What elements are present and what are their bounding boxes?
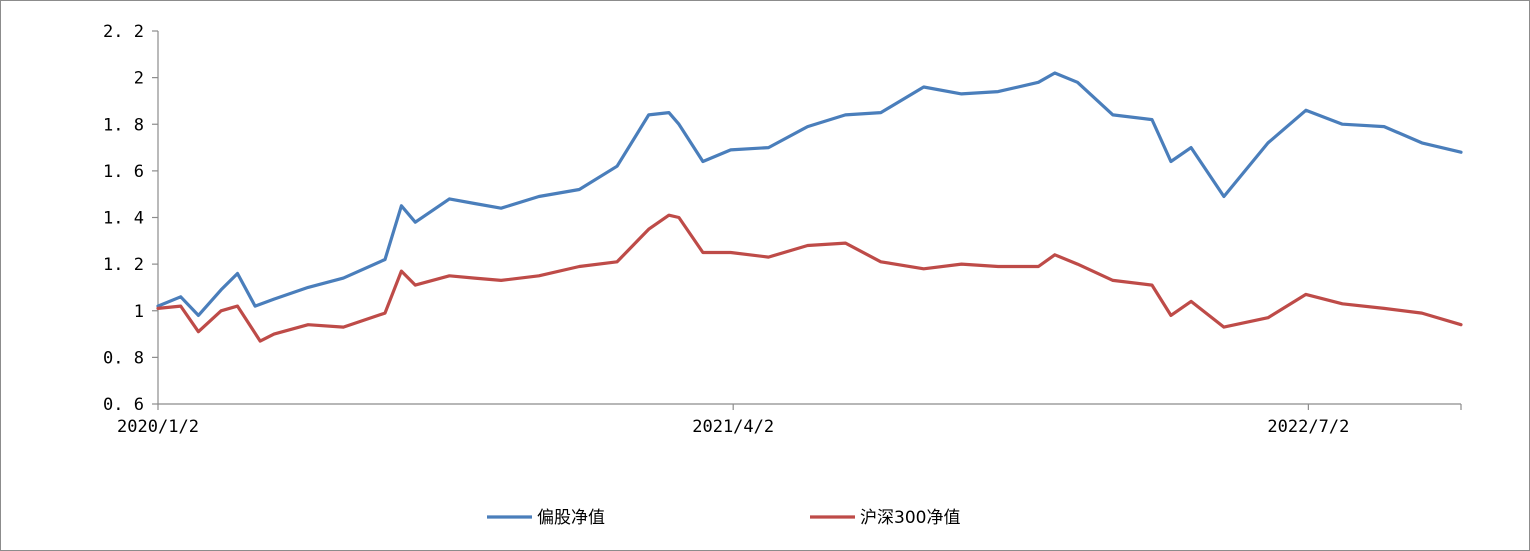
- legend-label-1: 偏股净值: [537, 508, 605, 528]
- x-tick-label: 2021/4/2: [692, 417, 774, 437]
- legend-label-2: 沪深300净值: [860, 508, 960, 528]
- y-tick-label: 0. 8: [103, 348, 144, 368]
- y-tick-label: 2: [134, 69, 144, 89]
- y-tick-label: 1: [134, 302, 144, 322]
- y-tick-label: 1. 6: [103, 162, 144, 182]
- legend: 偏股净值 沪深300净值: [487, 508, 960, 528]
- series-line-1: [156, 71, 1463, 317]
- y-tick-label: 1. 4: [103, 209, 144, 229]
- axes: 0. 6 0. 8 1 1. 2 1. 4 1. 6 1. 8 2 2. 2 2020/1/2 20…: [103, 22, 1462, 437]
- y-tick-label: 1. 2: [103, 255, 144, 275]
- series-line-2: [156, 213, 1463, 343]
- x-tick-label: 2022/7/2: [1267, 417, 1349, 437]
- x-tick-label: 2020/1/2: [117, 417, 199, 437]
- y-tick-label: 1. 8: [103, 115, 144, 135]
- series-layer: [156, 71, 1463, 343]
- y-tick-label: 2. 2: [103, 22, 144, 42]
- y-tick-label: 0. 6: [103, 395, 144, 415]
